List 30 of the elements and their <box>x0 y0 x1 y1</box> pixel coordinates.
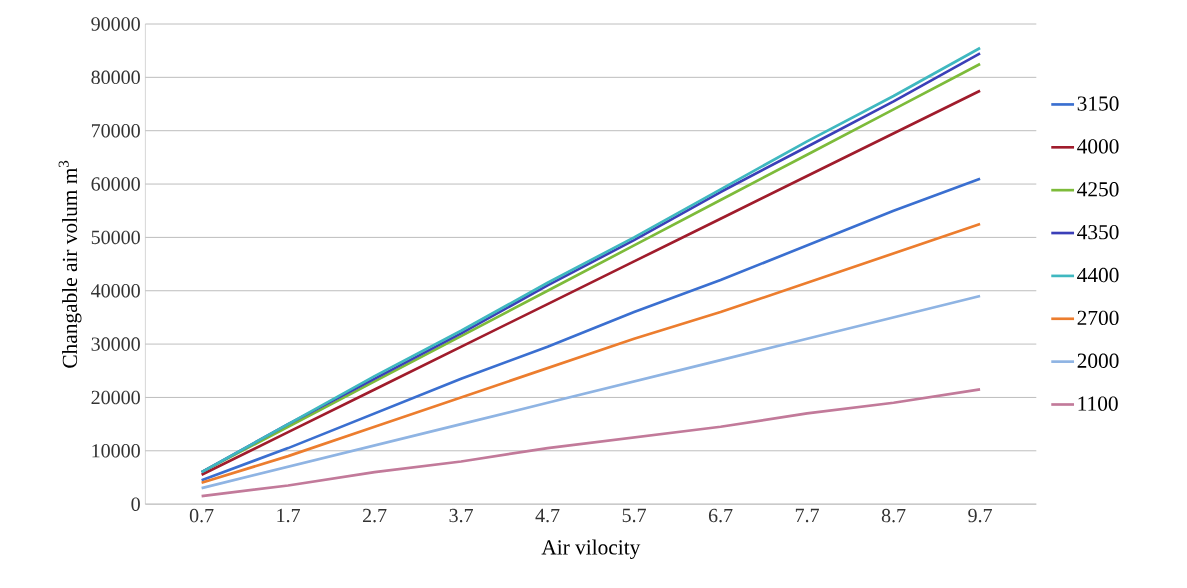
y-tick-label: 60000 <box>91 177 140 191</box>
x-tick-label: 3.7 <box>449 508 474 523</box>
y-axis-title: Changable air volum m$^{3}$ <box>58 160 82 368</box>
y-tick-label: 0 <box>131 497 140 511</box>
legend-label: 4400 <box>1077 267 1119 283</box>
x-tick-label: 1.7 <box>277 508 301 523</box>
y-tick-label: 50000 <box>91 230 140 245</box>
x-tick-label: 0.7 <box>189 508 214 523</box>
x-tick-label: 7.7 <box>795 508 819 523</box>
legend-label: 4250 <box>1077 182 1119 197</box>
legend-label: 2000 <box>1077 353 1119 368</box>
x-tick-label: 2.7 <box>362 508 387 523</box>
legend-label: 3150 <box>1077 96 1119 111</box>
y-tick-label: 80000 <box>91 70 140 85</box>
x-tick-label: 4.7 <box>535 508 560 523</box>
legend-label: 2700 <box>1077 310 1119 325</box>
y-tick-label: 30000 <box>91 337 140 351</box>
legend-label: 1100 <box>1078 396 1118 411</box>
y-tick-label: 70000 <box>91 123 140 138</box>
x-tick-label: 8.7 <box>881 508 906 523</box>
y-tick-label: 10000 <box>92 443 140 458</box>
x-tick-label: 9.7 <box>968 508 992 523</box>
legend-label: 4000 <box>1077 139 1119 154</box>
x-axis-title: Air vilocity <box>541 539 641 559</box>
y-tick-label: 40000 <box>91 283 140 298</box>
y-tick-label: 20000 <box>91 390 140 405</box>
legend-label: 4350 <box>1077 224 1119 240</box>
x-tick-label: 5.7 <box>622 508 646 523</box>
x-tick-label: 6.7 <box>708 508 733 523</box>
y-tick-label: 90000 <box>91 17 140 31</box>
